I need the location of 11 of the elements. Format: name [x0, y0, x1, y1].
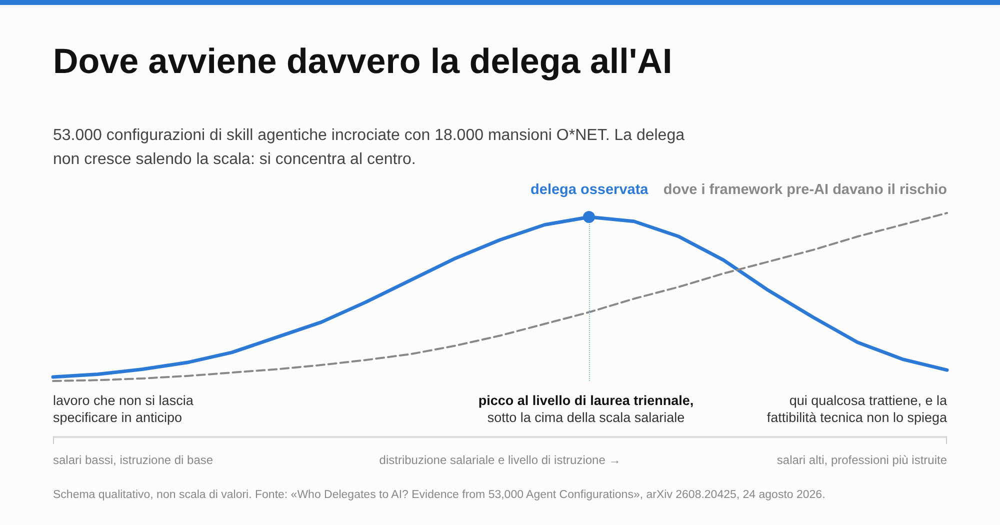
chart-subtitle: 53.000 configurazioni di skill agentiche incrociate con 18.000 mansioni O*NET. La delega non cresce salendo la scala: si concentra al centro. [53, 126, 684, 170]
chart-title: Dove avviene davvero la delega all'AI [53, 42, 672, 82]
text: qui qualcosa trattiene, e la fattibilità tecnica non lo spiega [766, 392, 947, 426]
text: Schema qualitativo, non scala di valori. Fonte: «Who Delegates to AI? Evidence from 53,000 Agent Configurations», arXiv 2608.20425, 24 agosto 2026. [53, 489, 826, 501]
text: lavoro che non si lascia specificare in anticipo [53, 392, 194, 426]
series-label: dove i framework pre-AI davano il rischio [663, 182, 947, 198]
series-label: delega osservata [530, 182, 648, 198]
text: salari alti, professioni più istruite [776, 453, 947, 467]
text: picco al livello di laurea triennale, sotto la cima della scala salariale [478, 392, 694, 426]
text: distribuzione salariale e livello di istruzione → [379, 453, 621, 467]
text: salari bassi, istruzione di base [53, 453, 214, 467]
